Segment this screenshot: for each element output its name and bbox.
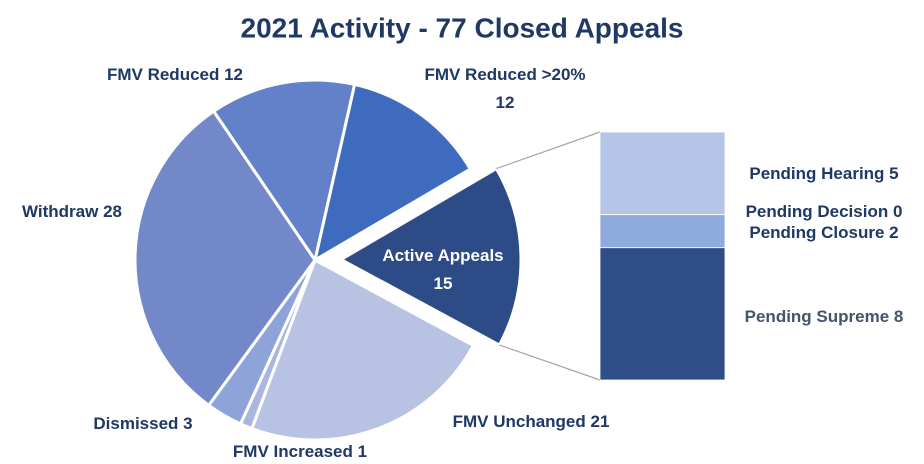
pie-slice (249, 257, 476, 442)
slice-label-category: FMV Reduced >20% (424, 65, 585, 84)
slice-label-value: 1 (353, 442, 367, 461)
slice-label-category: Active Appeals (382, 246, 503, 265)
bar-label-category: Pending Decision (746, 202, 889, 221)
bar-segment (599, 247, 726, 381)
pie-slice (337, 166, 523, 348)
slice-label: Withdraw 28 (22, 202, 122, 221)
slice-label-value: 28 (98, 202, 122, 221)
bar-segment (599, 131, 726, 216)
bar-label-value: 0 (888, 202, 902, 221)
slice-label-category: FMV Increased (233, 442, 353, 461)
slice-label-category: FMV Reduced (107, 65, 219, 84)
bar-label-value: 8 (889, 307, 903, 326)
bar-label-value: 2 (884, 223, 898, 242)
bar-segment (599, 214, 726, 249)
bar-label: Pending Closure 2 (749, 223, 898, 242)
bar-label-category: Pending Supreme (745, 307, 890, 326)
slice-label-value: 15 (434, 274, 453, 293)
bar-label: Pending Hearing 5 (749, 164, 898, 183)
bar-label: Pending Supreme 8 (745, 307, 904, 326)
bar-label-category: Pending Closure (749, 223, 884, 242)
slice-label-category: Dismissed (93, 414, 178, 433)
slice-label-value: 12 (496, 93, 515, 112)
slice-label: FMV Unchanged 21 (453, 412, 610, 431)
slice-label-category: Withdraw (22, 202, 99, 221)
slice-label: FMV Increased 1 (233, 442, 367, 461)
bar-label: Pending Decision 0 (746, 202, 903, 221)
chart-title: 2021 Activity - 77 Closed Appeals (241, 12, 684, 43)
bar-label-category: Pending Hearing (749, 164, 884, 183)
connector-line (499, 344, 601, 381)
pie-slice (133, 109, 317, 408)
connector-line (496, 131, 601, 170)
slice-label-value: 21 (586, 412, 610, 431)
slice-label: Active Appeals 15 (382, 246, 503, 293)
pie-slice (312, 82, 473, 264)
slice-label-category: FMV Unchanged (453, 412, 586, 431)
slice-label-value: 12 (219, 65, 243, 84)
slice-label: FMV Reduced 12 (107, 65, 243, 84)
slice-label: Dismissed 3 (93, 414, 192, 433)
pie-slice (211, 78, 357, 264)
slice-label-value: 3 (178, 414, 192, 433)
bar-label-value: 5 (884, 164, 898, 183)
slice-label: FMV Reduced >20% 12 (424, 65, 585, 112)
